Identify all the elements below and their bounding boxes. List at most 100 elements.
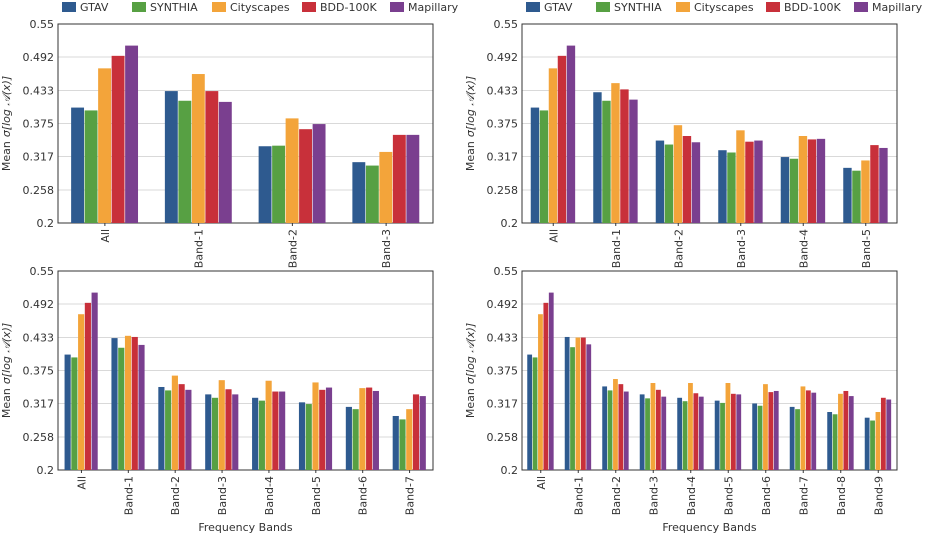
bar-bdd-100k-band-1 xyxy=(205,91,219,223)
bar-gtav-band-2 xyxy=(655,140,665,223)
legend-swatch-mapillary xyxy=(390,2,404,12)
legend-label-synthia: SYNTHIA xyxy=(614,1,662,14)
bar-synthia-all xyxy=(539,110,549,223)
bar-gtav-band-1 xyxy=(164,91,178,223)
x-tick-label: Band-4 xyxy=(797,229,810,268)
y-tick-label: 0.2 xyxy=(501,464,519,477)
bar-gtav-band-8 xyxy=(827,412,833,470)
bar-synthia-band-4 xyxy=(258,400,265,470)
bar-synthia-band-5 xyxy=(852,170,861,223)
bar-synthia-band-4 xyxy=(682,401,688,470)
bar-bdd-100k-band-2 xyxy=(299,129,313,223)
bar-synthia-band-5 xyxy=(305,404,312,470)
bar-bdd-100k-band-3 xyxy=(745,141,754,223)
bar-cityscapes-band-1 xyxy=(575,337,581,470)
bar-bdd-100k-band-3 xyxy=(655,389,661,470)
legend-label-mapillary: Mapillary xyxy=(872,1,923,14)
bar-cityscapes-band-5 xyxy=(725,383,731,470)
x-axis-label: Frequency Bands xyxy=(662,521,757,534)
legend-label-cityscapes: Cityscapes xyxy=(694,1,754,14)
plot-frame xyxy=(521,270,898,471)
bar-mapillary-band-1 xyxy=(586,344,592,470)
bar-cityscapes-band-2 xyxy=(673,125,683,223)
bar-gtav-band-2 xyxy=(158,386,165,470)
y-axis-label-prefix: Mean xyxy=(464,388,477,418)
legend: GTAV SYNTHIA Cityscapes BDD-100K Mapillary xyxy=(62,1,459,14)
legend-label-bdd-100k: BDD-100K xyxy=(784,1,841,14)
bar-bdd-100k-band-6 xyxy=(768,392,774,470)
plot-frame xyxy=(57,23,434,224)
y-tick-label: 0.2 xyxy=(37,217,55,230)
bar-synthia-all xyxy=(84,110,98,223)
bar-bdd-100k-band-1 xyxy=(620,89,629,223)
bar-gtav-band-3 xyxy=(718,150,727,223)
bar-cityscapes-band-3 xyxy=(379,151,393,223)
bar-gtav-all xyxy=(527,354,533,470)
bar-synthia-band-9 xyxy=(870,420,875,470)
x-tick-label: Band-4 xyxy=(685,476,698,515)
y-tick-label: 0.317 xyxy=(23,150,55,163)
x-tick-label: All xyxy=(547,229,560,243)
y-axis-label-symbol: σ[log 𝒜(x)] xyxy=(464,76,477,137)
bar-cityscapes-band-2 xyxy=(613,379,618,470)
bar-gtav-band-1 xyxy=(593,92,602,223)
x-tick-label: Band-2 xyxy=(286,229,299,268)
y-axis-label-prefix: Mean xyxy=(464,141,477,171)
bar-gtav-band-1 xyxy=(564,336,570,470)
legend-swatch-gtav xyxy=(526,2,540,12)
bar-synthia-band-3 xyxy=(645,398,650,470)
bar-cityscapes-band-4 xyxy=(688,383,693,470)
bar-gtav-all xyxy=(71,107,85,223)
legend-swatch-bdd-100k xyxy=(302,2,316,12)
bar-bdd-100k-all xyxy=(111,55,125,224)
bar-mapillary-band-3 xyxy=(232,394,239,470)
bar-bdd-100k-band-5 xyxy=(730,393,736,470)
bar-bdd-100k-band-2 xyxy=(618,384,624,470)
x-tick-label: Band-2 xyxy=(610,476,623,515)
bar-mapillary-band-3 xyxy=(754,140,763,223)
bar-synthia-band-8 xyxy=(832,414,838,470)
legend-label-gtav: GTAV xyxy=(80,1,109,14)
bar-cityscapes-all xyxy=(98,68,112,223)
y-axis-label-prefix: Mean xyxy=(0,141,13,171)
x-tick-label: Band-7 xyxy=(797,476,810,515)
y-tick-label: 0.375 xyxy=(23,118,55,131)
bar-gtav-band-4 xyxy=(780,157,790,223)
bar-synthia-band-3 xyxy=(211,397,219,470)
bar-mapillary-band-3 xyxy=(661,396,667,470)
bar-bdd-100k-band-4 xyxy=(807,139,817,223)
bar-synthia-band-7 xyxy=(399,419,406,470)
x-tick-label: Band-6 xyxy=(357,476,370,515)
x-tick-label: Band-2 xyxy=(672,229,685,268)
bar-synthia-band-6 xyxy=(352,409,359,470)
bar-cityscapes-band-1 xyxy=(611,83,620,223)
bar-cityscapes-band-9 xyxy=(875,412,881,470)
legend-swatch-bdd-100k xyxy=(766,2,780,12)
bar-synthia-all xyxy=(71,357,78,470)
y-tick-label: 0.375 xyxy=(23,365,55,378)
y-tick-label: 0.433 xyxy=(487,332,519,345)
bar-bdd-100k-band-3 xyxy=(392,134,406,223)
chart-panel-1: 0.2 0.258 0.317 0.375 0.433 0.492 0.55 Mean σ[lo… xyxy=(0,1,459,268)
bar-cityscapes-band-3 xyxy=(736,130,745,223)
bar-gtav-band-7 xyxy=(392,415,399,470)
bar-cityscapes-band-3 xyxy=(650,383,656,470)
bar-synthia-band-2 xyxy=(272,145,286,223)
bar-cityscapes-band-4 xyxy=(798,136,808,223)
y-axis-label: Mean σ[log 𝒜(x)] xyxy=(0,76,13,171)
bar-synthia-band-2 xyxy=(664,144,674,223)
bar-bdd-100k-band-2 xyxy=(178,384,185,470)
bar-bdd-100k-band-8 xyxy=(843,390,849,470)
bar-gtav-band-6 xyxy=(345,406,352,470)
bar-mapillary-all xyxy=(548,292,554,470)
y-axis-label-prefix: Mean xyxy=(0,388,13,418)
x-tick-label: Band-3 xyxy=(216,476,229,515)
bar-mapillary-band-2 xyxy=(623,391,629,470)
bar-mapillary-all xyxy=(125,45,139,223)
bar-mapillary-band-6 xyxy=(773,390,779,470)
bar-cityscapes-band-6 xyxy=(359,388,366,470)
bar-bdd-100k-all xyxy=(543,302,549,470)
bar-mapillary-band-1 xyxy=(218,101,232,223)
y-tick-label: 0.375 xyxy=(487,118,519,131)
